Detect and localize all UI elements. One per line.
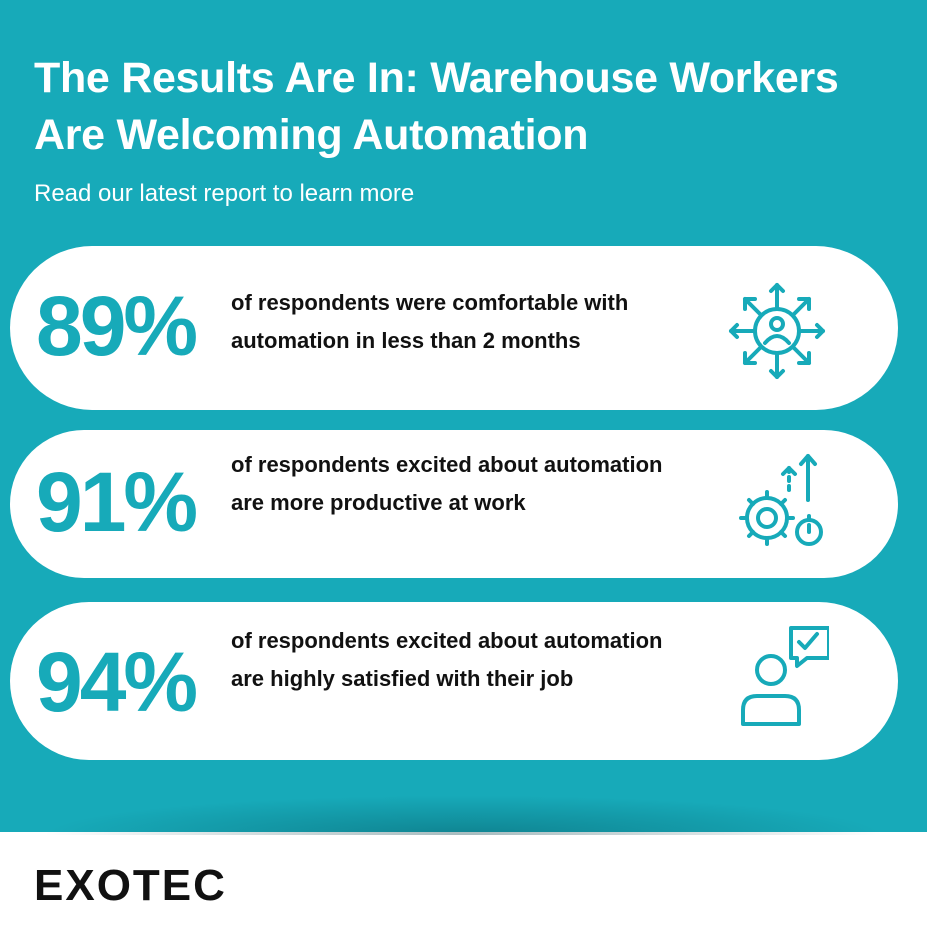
stat-card-3: 94% of respondents excited about automat… <box>10 602 898 760</box>
stat-value: 94% <box>36 635 198 729</box>
stat-description: of respondents excited about automation … <box>231 452 663 515</box>
stat-value: 89% <box>36 279 198 373</box>
page-title: The Results Are In: Warehouse Workers Ar… <box>34 54 839 159</box>
exotec-logo: EXOTEC <box>34 861 227 910</box>
stat-value: 91% <box>36 455 198 549</box>
page-subtitle: Read our latest report to learn more <box>34 180 415 207</box>
person-checkmark-icon <box>725 622 831 726</box>
stat-card-2: 91% of respondents excited about automat… <box>10 430 898 578</box>
shadow-decoration <box>40 795 887 835</box>
stat-description: of respondents excited about automation … <box>231 628 663 691</box>
stat-card-1: 89% of respondents were comfortable with… <box>10 246 898 410</box>
gears-productivity-icon <box>725 450 829 554</box>
stat-description: of respondents were comfortable with aut… <box>231 290 629 353</box>
person-network-icon <box>725 279 829 383</box>
